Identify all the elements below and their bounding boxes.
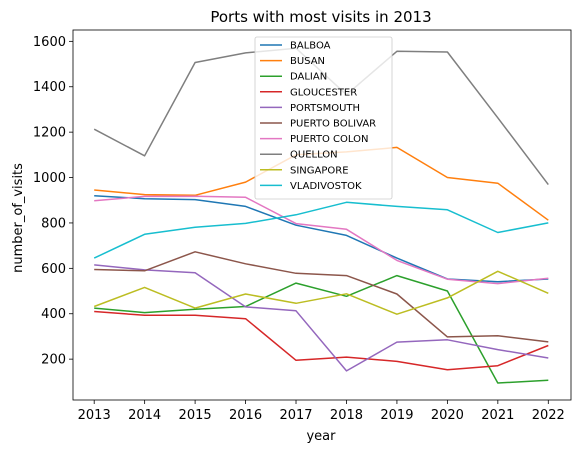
series-line-portsmouth [94, 264, 549, 372]
series-line-gloucester [94, 310, 549, 371]
legend-label: BUSAN [290, 56, 325, 67]
y-tick-label: 600 [41, 262, 66, 277]
chart-title: Ports with most visits in 2013 [210, 8, 431, 26]
x-tick-label: 2014 [128, 408, 161, 423]
x-tick-label: 2013 [78, 408, 111, 423]
x-axis-ticks: 2013 2014 2015 2016 2017 2018 2019 2020 2021 2022 [78, 400, 565, 423]
legend-box [254, 36, 393, 200]
y-tick-label: 200 [41, 353, 66, 368]
y-axis-label: number_of_visits [11, 163, 26, 273]
series-line-puerto-bolivar [94, 251, 549, 343]
x-axis-label: year [306, 429, 336, 444]
y-tick-label: 1000 [33, 171, 66, 186]
y-axis-ticks: 200 400 600 800 1000 1200 1400 1600 [33, 35, 73, 368]
plot-lines [93, 47, 549, 384]
legend-label: VLADIVOSTOK [290, 181, 362, 192]
legend-label: QUELLON [290, 150, 338, 161]
x-tick-label: 2017 [279, 408, 312, 423]
legend: BALBOA BUSAN DALIAN GLOUCESTER PORTSMOUTH PUE… [254, 36, 393, 200]
y-tick-label: 1400 [33, 80, 66, 95]
x-tick-label: 2019 [380, 408, 413, 423]
x-tick-label: 2021 [481, 408, 514, 423]
x-tick-label: 2022 [532, 408, 565, 423]
x-tick-label: 2020 [431, 408, 464, 423]
x-tick-label: 2015 [179, 408, 212, 423]
legend-label: BALBOA [290, 41, 331, 52]
y-tick-label: 800 [41, 216, 66, 231]
plot-frame [72, 29, 572, 401]
legend-label: GLOUCESTER [290, 87, 357, 98]
legend-label: PORTSMOUTH [290, 103, 360, 114]
series-line-vladivostok [93, 201, 549, 259]
legend-label: PUERTO BOLIVAR [290, 119, 376, 130]
x-tick-label: 2018 [330, 408, 363, 423]
y-tick-label: 1600 [33, 35, 66, 50]
x-tick-label: 2016 [229, 408, 262, 423]
series-line-balboa [94, 194, 549, 283]
y-tick-label: 400 [41, 307, 66, 322]
legend-label: PUERTO COLON [290, 134, 368, 145]
series-line-singapore [93, 270, 549, 315]
legend-label: DALIAN [290, 72, 327, 83]
legend-label: SINGAPORE [290, 165, 349, 176]
series-line-puerto-colon [94, 195, 549, 285]
y-tick-label: 1200 [33, 126, 66, 141]
